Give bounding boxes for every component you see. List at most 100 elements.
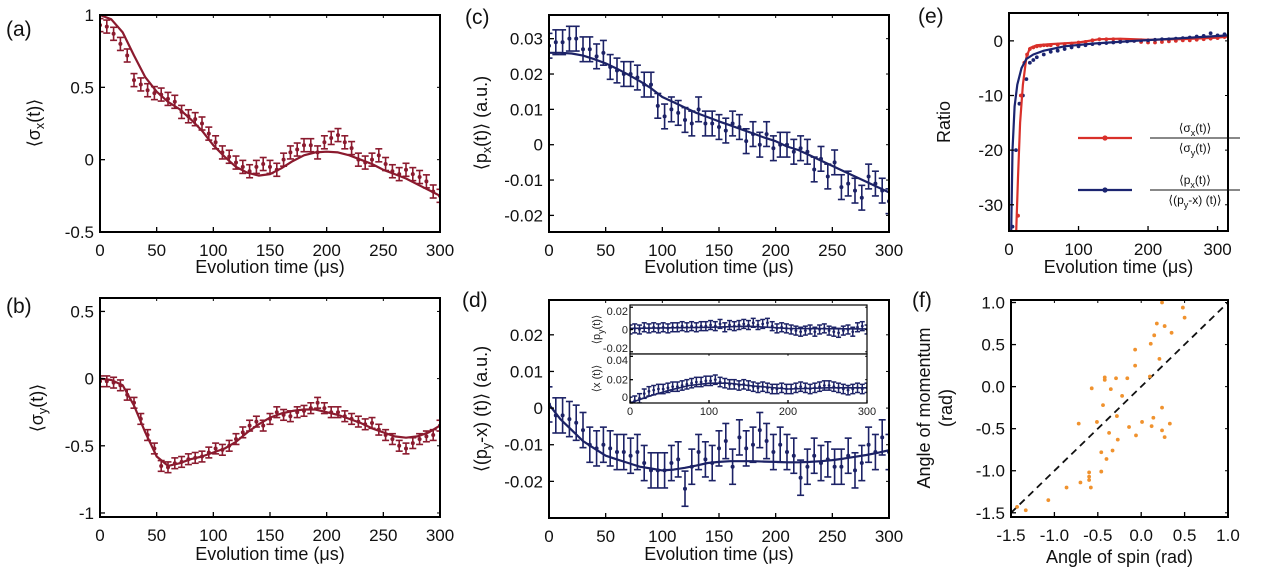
x-tick-label: 100 bbox=[199, 241, 227, 260]
y-tick-label: 1 bbox=[85, 6, 94, 25]
y-tick-label: 0 bbox=[994, 32, 1003, 51]
inset-y-axis-label: ⟨py(t)⟩ bbox=[591, 315, 606, 345]
error-bar bbox=[549, 386, 553, 423]
data-point bbox=[1140, 420, 1144, 424]
y-tick-label: 1.0 bbox=[981, 294, 1005, 313]
data-point bbox=[104, 24, 109, 29]
data-point bbox=[336, 133, 340, 138]
data-point bbox=[791, 149, 796, 154]
x-tick-label: 200 bbox=[1134, 240, 1162, 259]
y-tick-label: -10 bbox=[978, 87, 1003, 106]
data-point bbox=[1055, 48, 1060, 53]
label-part: (t)⟩ bbox=[1195, 141, 1211, 155]
data-point bbox=[397, 443, 402, 448]
x-tick-label: 300 bbox=[875, 241, 903, 260]
plot-area bbox=[549, 25, 889, 215]
plot-area bbox=[630, 374, 867, 403]
data-point bbox=[1151, 415, 1156, 420]
legend-numerator: ⟨px(t)⟩ bbox=[1179, 173, 1211, 190]
data-point bbox=[723, 128, 728, 133]
data-point bbox=[825, 174, 830, 179]
data-point bbox=[866, 442, 871, 447]
data-point bbox=[694, 380, 698, 384]
label-part: ⟨σ bbox=[1179, 141, 1192, 155]
data-point bbox=[281, 157, 286, 162]
data-point bbox=[587, 47, 592, 52]
data-point bbox=[1099, 450, 1104, 455]
label-part: ⟨σ bbox=[27, 414, 47, 432]
label-part: Ratio bbox=[934, 101, 954, 143]
x-tick-label: 150 bbox=[705, 241, 733, 260]
x-tick-label: 50 bbox=[596, 241, 615, 260]
data-point bbox=[841, 329, 845, 333]
data-point bbox=[1154, 321, 1159, 326]
data-point bbox=[370, 157, 374, 162]
label-part: ⟨σ bbox=[24, 129, 44, 147]
plot-area bbox=[1011, 300, 1228, 514]
data-point bbox=[696, 450, 701, 455]
x-tick-label: 300 bbox=[426, 526, 454, 545]
y-tick-label: 0.02 bbox=[607, 375, 628, 387]
y-tick-label: -1 bbox=[79, 504, 94, 523]
data-point bbox=[666, 386, 670, 390]
data-point bbox=[1101, 403, 1105, 408]
data-point bbox=[1115, 437, 1120, 442]
y-tick-label: 0.03 bbox=[510, 30, 543, 49]
x-tick-label: 50 bbox=[147, 526, 166, 545]
data-point bbox=[1133, 347, 1138, 352]
data-point bbox=[1062, 47, 1067, 51]
y-tick-label: 0 bbox=[622, 392, 628, 404]
panel-label: (a) bbox=[6, 18, 32, 41]
data-point bbox=[1208, 31, 1213, 36]
data-point bbox=[424, 434, 429, 439]
x-axis-label: Evolution time (μs) bbox=[195, 544, 344, 564]
legend-denominator: ⟨(py-x) (t)⟩ bbox=[1168, 193, 1221, 210]
data-point bbox=[601, 50, 606, 55]
data-point bbox=[567, 417, 572, 422]
legend-entry: ⟨σx(t)⟩⟨σy(t)⟩ bbox=[1078, 121, 1240, 158]
y-tick-label: -0.5 bbox=[65, 223, 94, 242]
data-point bbox=[728, 323, 731, 327]
data-point bbox=[601, 442, 606, 447]
fit-curve bbox=[100, 377, 440, 467]
data-point bbox=[1152, 333, 1157, 338]
x-tick-label: 250 bbox=[369, 526, 397, 545]
fit-curve bbox=[100, 15, 440, 197]
data-point bbox=[581, 428, 585, 433]
data-point bbox=[812, 453, 817, 458]
error-bar bbox=[100, 375, 104, 388]
data-point bbox=[431, 433, 436, 438]
data-point bbox=[410, 441, 415, 446]
y-tick-label: -1.5 bbox=[976, 504, 1005, 523]
plot-area bbox=[630, 317, 867, 339]
label-part: (t)⟩ bbox=[1195, 121, 1211, 135]
x-tick-label: 150 bbox=[705, 527, 733, 546]
data-point bbox=[383, 162, 388, 167]
panel-label: (d) bbox=[462, 289, 488, 312]
panel-label: (c) bbox=[465, 6, 490, 29]
data-point bbox=[751, 321, 755, 325]
data-point bbox=[1148, 341, 1153, 346]
data-point bbox=[1027, 60, 1032, 65]
data-point bbox=[713, 378, 717, 382]
data-point bbox=[1089, 386, 1094, 391]
data-point bbox=[1087, 478, 1092, 482]
data-point bbox=[274, 410, 279, 415]
data-point bbox=[1024, 77, 1029, 82]
legend-marker bbox=[1102, 135, 1108, 141]
data-point bbox=[125, 53, 130, 58]
y-tick-label: -0.01 bbox=[504, 436, 543, 455]
data-point bbox=[1064, 485, 1069, 490]
data-point bbox=[227, 154, 232, 159]
data-point bbox=[322, 406, 327, 411]
data-point bbox=[1149, 424, 1154, 429]
data-point bbox=[213, 140, 218, 145]
x-tick-label: 0 bbox=[1004, 240, 1013, 259]
y-tick-label: -0.5 bbox=[976, 420, 1005, 439]
data-point bbox=[717, 125, 721, 130]
data-point bbox=[822, 384, 826, 387]
data-point bbox=[709, 379, 712, 383]
data-point bbox=[832, 464, 837, 469]
data-point bbox=[1076, 421, 1081, 426]
error-bar bbox=[864, 324, 867, 335]
